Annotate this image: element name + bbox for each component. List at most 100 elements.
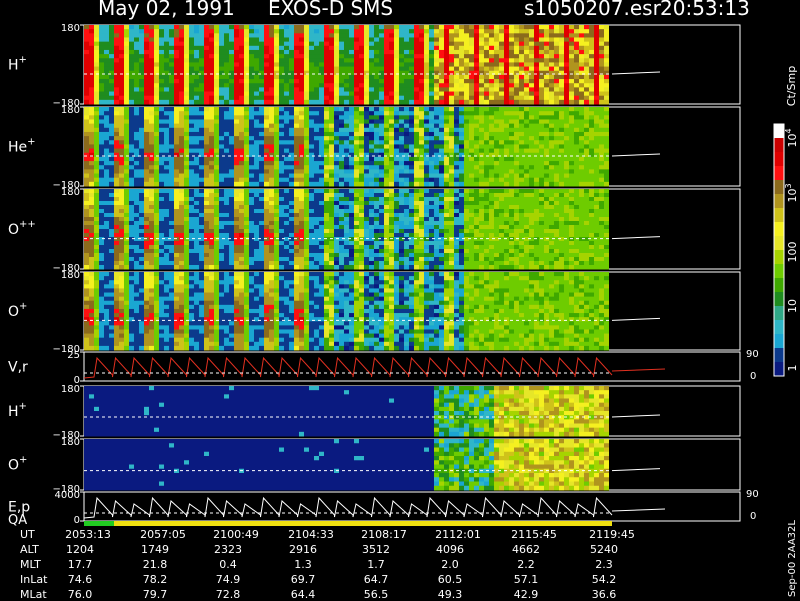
spectrogram-cell <box>129 83 134 88</box>
spectrogram-cell <box>494 161 499 166</box>
spectrogram-cell <box>394 161 399 166</box>
spectrogram-cell <box>294 25 299 30</box>
spectrogram-cell <box>439 29 444 34</box>
spectrogram-cell <box>129 46 134 51</box>
spectrogram-cell <box>144 119 149 124</box>
spectrogram-cell <box>459 42 464 47</box>
spectrogram-cell <box>334 33 339 38</box>
spectrogram-cell <box>294 79 299 84</box>
spectrogram-cell <box>314 237 319 242</box>
spectrogram-cell <box>359 182 364 187</box>
spectrogram-cell <box>189 136 194 141</box>
spectrogram-cell <box>389 42 394 47</box>
spectrogram-cell <box>104 71 109 76</box>
spectrogram-cell <box>279 25 284 30</box>
spectrogram-cell <box>539 153 544 158</box>
spectrogram-cell <box>399 67 404 72</box>
spectrogram-cell <box>189 79 194 84</box>
spectrogram-cell <box>164 46 169 51</box>
spectrogram-cell <box>309 225 314 230</box>
spectrogram-cell <box>569 67 574 72</box>
spectrogram-cell <box>274 46 279 51</box>
spectrogram-cell <box>169 201 174 206</box>
spectrogram-cell <box>379 37 384 42</box>
spectrogram-cell <box>474 182 479 187</box>
spectrogram-cell <box>404 75 409 80</box>
spectrogram-cell <box>144 29 149 34</box>
spectrogram-cell <box>564 25 569 30</box>
spectrogram-cell <box>264 241 269 246</box>
spectrogram-cell <box>419 71 424 76</box>
spectrogram-cell <box>344 128 349 133</box>
spectrogram-cell <box>104 79 109 84</box>
spectrogram-cell <box>104 182 109 187</box>
spectrogram-cell <box>389 75 394 80</box>
spectrogram-cell <box>259 249 264 254</box>
spectrogram-cell <box>219 161 224 166</box>
spectrogram-cell <box>229 261 234 266</box>
spectrogram-cell <box>499 58 504 63</box>
spectrogram-cell <box>524 165 529 170</box>
spectrogram-cell <box>214 79 219 84</box>
spectrogram-cell <box>269 92 274 97</box>
spectrogram-cell <box>149 79 154 84</box>
spectrogram-cell <box>544 119 549 124</box>
spectrogram-cell <box>504 100 509 105</box>
spectrogram-cell <box>174 257 179 262</box>
spectrogram-cell <box>309 124 314 129</box>
spectrogram-cell <box>244 92 249 97</box>
spectrogram-cell <box>279 46 284 51</box>
spectrogram-cell <box>129 128 134 133</box>
spectrogram-cell <box>554 83 559 88</box>
spectrogram-cell <box>134 71 139 76</box>
spectrogram-cell <box>559 42 564 47</box>
spectrogram-cell <box>204 33 209 38</box>
spectrogram-cell <box>474 71 479 76</box>
spectrogram-cell <box>239 249 244 254</box>
spectrogram-cell <box>289 128 294 133</box>
spectrogram-cell <box>209 205 214 210</box>
spectrogram-cell <box>494 58 499 63</box>
spectrogram-cell <box>219 58 224 63</box>
spectrogram-cell <box>164 115 169 120</box>
spectrogram-cell <box>279 265 284 270</box>
spectrogram-cell <box>279 54 284 59</box>
spectrogram-cell <box>114 92 119 97</box>
spectrogram-cell <box>304 193 309 198</box>
spectrogram-cell <box>349 62 354 67</box>
spectrogram-cell <box>244 157 249 162</box>
spectrogram-cell <box>484 46 489 51</box>
spectrogram-cell <box>174 111 179 116</box>
spectrogram-cell <box>579 128 584 133</box>
spectrogram-cell <box>204 213 209 218</box>
spectrogram-cell <box>419 165 424 170</box>
spectrogram-cell <box>139 87 144 92</box>
spectrogram-cell <box>354 157 359 162</box>
spectrogram-cell <box>174 193 179 198</box>
spectrogram-cell <box>434 58 439 63</box>
spectrogram-cell <box>419 149 424 154</box>
spectrogram-cell <box>589 149 594 154</box>
spectrogram-cell <box>534 107 539 112</box>
spectrogram-cell <box>524 79 529 84</box>
spectrogram-cell <box>179 261 184 266</box>
spectrogram-cell <box>509 96 514 101</box>
spectrogram-cell <box>589 124 594 129</box>
spectrogram-cell <box>189 111 194 116</box>
spectrogram-cell <box>244 140 249 145</box>
spectrogram-cell <box>214 197 219 202</box>
spectrogram-cell <box>604 96 609 101</box>
spectrogram-cell <box>204 174 209 179</box>
spectrogram-cell <box>359 174 364 179</box>
spectrogram-cell <box>179 79 184 84</box>
spectrogram-cell <box>124 182 129 187</box>
spectrogram-cell <box>234 107 239 112</box>
spectrogram-cell <box>119 201 124 206</box>
spectrogram-cell <box>189 124 194 129</box>
spectrogram-cell <box>324 197 329 202</box>
spectrogram-cell <box>429 87 434 92</box>
spectrogram-cell <box>94 213 99 218</box>
spectrogram-cell <box>249 111 254 116</box>
spectrogram-cell <box>349 37 354 42</box>
spectrogram-cell <box>519 119 524 124</box>
